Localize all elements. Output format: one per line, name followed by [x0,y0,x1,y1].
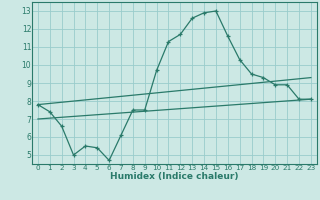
X-axis label: Humidex (Indice chaleur): Humidex (Indice chaleur) [110,172,239,181]
